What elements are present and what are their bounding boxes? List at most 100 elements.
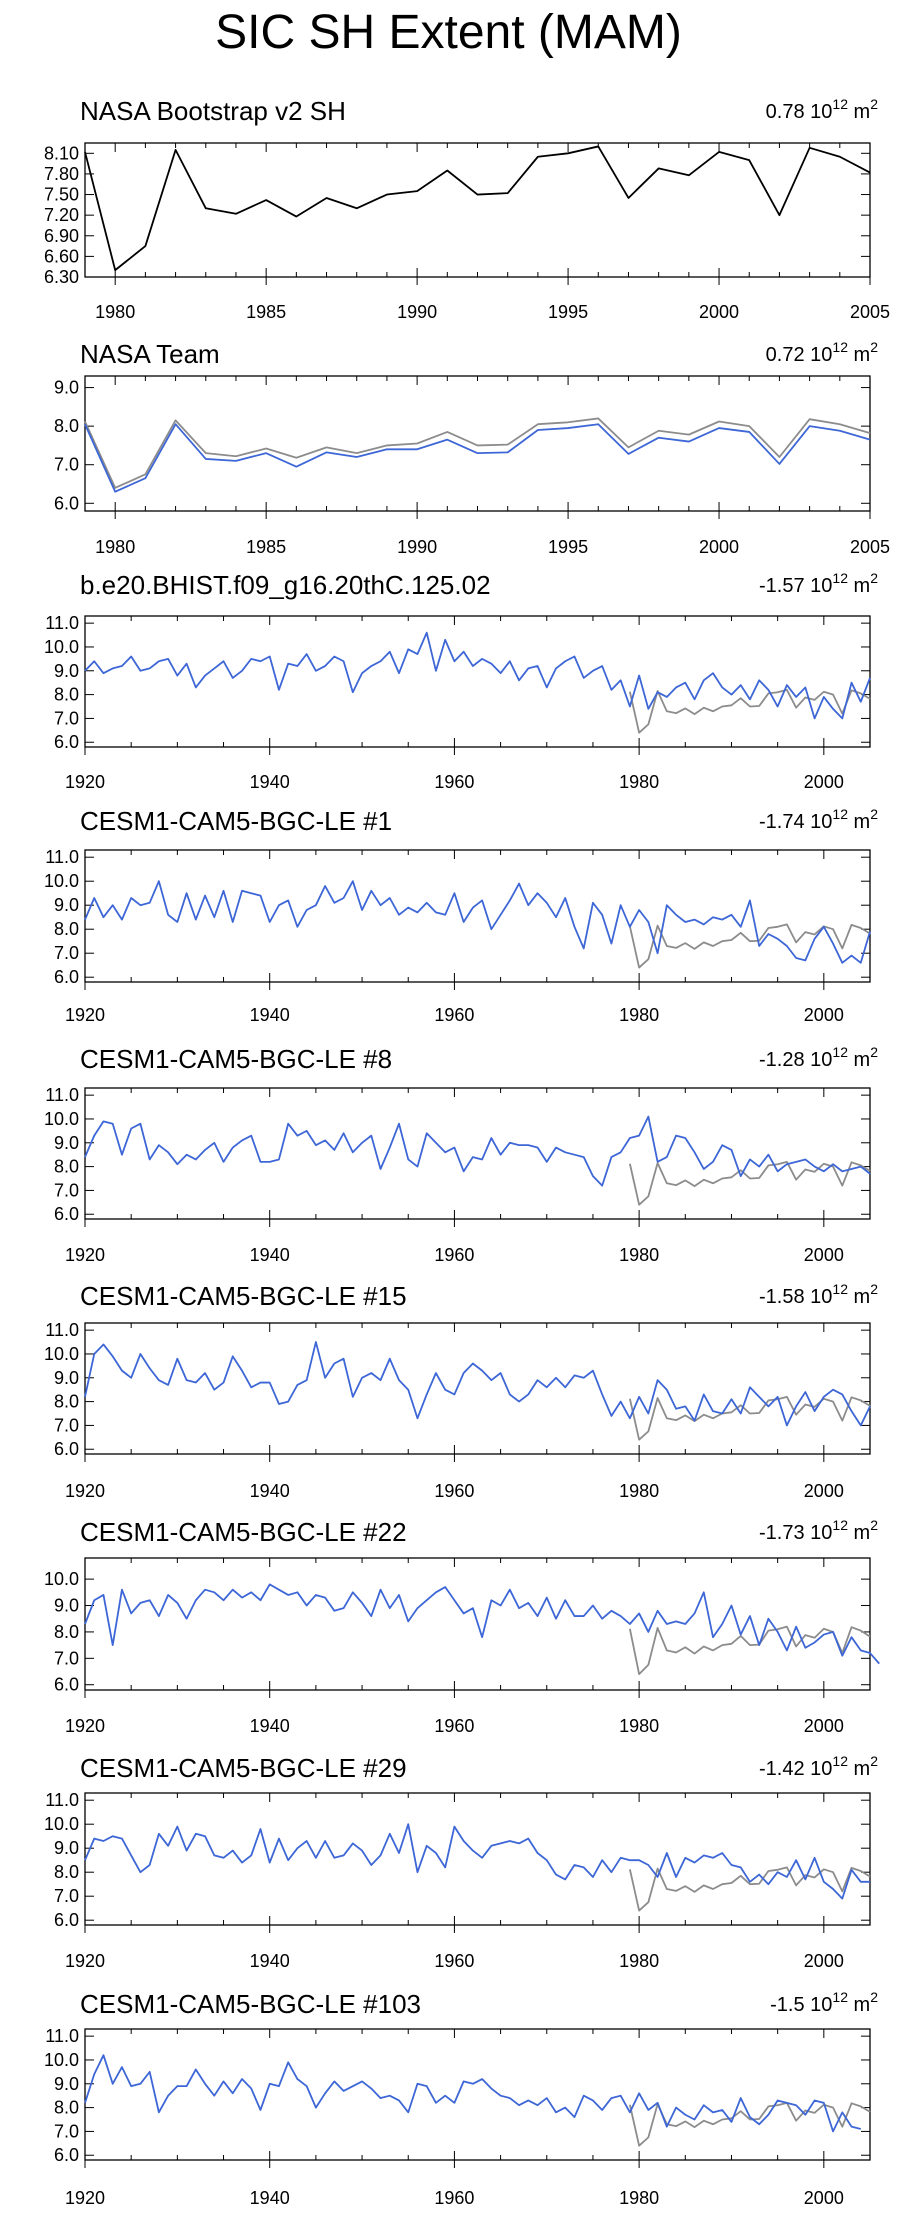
y-tick-label: 8.0 (54, 685, 79, 705)
y-tick-label: 10.0 (44, 2050, 79, 2070)
plot-frame (84, 1322, 871, 1455)
x-tick-label: 1960 (434, 1716, 474, 1736)
panel-title: b.e20.BHIST.f09_g16.20thC.125.02 (80, 570, 491, 600)
x-tick-label: 2000 (804, 1481, 844, 1501)
y-tick-label: 9.0 (54, 895, 79, 915)
chart-panel: CESM1-CAM5-BGC-LE #15 -1.58 1012 m2 11.0 10… (44, 1281, 878, 1501)
y-tick-label: 10.0 (44, 1109, 79, 1129)
trend-annotation: -1.28 1012 m2 (759, 1044, 878, 1071)
y-tick-label: 8.0 (54, 416, 79, 436)
x-tick-label: 1940 (250, 2188, 290, 2208)
trend-value: 0.72 (766, 344, 810, 366)
trend-exponent: 12 (832, 1753, 848, 1769)
y-tick-label: 6.90 (44, 226, 79, 246)
x-tick-label: 2005 (850, 302, 890, 322)
series-line (629, 1395, 871, 1441)
trend-unit-exponent: 2 (870, 339, 878, 355)
trend-unit-exponent: 2 (870, 1753, 878, 1769)
x-tick-label: 2000 (804, 1716, 844, 1736)
trend-base: 10 (810, 1286, 832, 1308)
panel-title: CESM1-CAM5-BGC-LE #1 (80, 806, 392, 836)
y-tick-label: 6.60 (44, 246, 79, 266)
y-tick-label: 8.0 (54, 1157, 79, 1177)
trend-annotation: -1.5 1012 m2 (770, 1989, 878, 2016)
trend-value: -1.5 (770, 1994, 810, 2016)
y-tick-label: 8.0 (54, 1862, 79, 1882)
x-tick-label: 1960 (434, 2188, 474, 2208)
series-line (84, 1583, 880, 1665)
y-tick-label: 9.0 (54, 1368, 79, 1388)
y-tick-label: 7.80 (44, 164, 79, 184)
y-tick-label: 10.0 (44, 637, 79, 657)
y-tick-label: 10.0 (44, 871, 79, 891)
y-tick-label: 7.0 (54, 1886, 79, 1906)
series-line (84, 417, 871, 489)
y-tick-label: 6.0 (54, 1439, 79, 1459)
trend-base: 10 (810, 1049, 832, 1071)
x-tick-label: 1920 (65, 1951, 105, 1971)
trend-unit: m (848, 1994, 870, 2016)
y-tick-label: 6.0 (54, 493, 79, 513)
y-tick-label: 6.0 (54, 967, 79, 987)
trend-value: -1.28 (759, 1049, 810, 1071)
trend-unit-exponent: 2 (870, 1989, 878, 2005)
x-tick-label: 1960 (434, 1005, 474, 1025)
trend-value: -1.58 (759, 1286, 810, 1308)
chart-panel: b.e20.BHIST.f09_g16.20thC.125.02 -1.57 10… (44, 570, 878, 792)
series-line (629, 2101, 871, 2147)
trend-unit-exponent: 2 (870, 806, 878, 822)
y-tick-label: 8.10 (44, 143, 79, 163)
x-tick-label: 1995 (548, 302, 588, 322)
trend-unit-exponent: 2 (870, 1044, 878, 1060)
x-tick-label: 2005 (850, 537, 890, 557)
y-tick-label: 7.0 (54, 943, 79, 963)
x-tick-label: 1985 (246, 302, 286, 322)
trend-unit-exponent: 2 (870, 1281, 878, 1297)
trend-base: 10 (810, 344, 832, 366)
panel-title: CESM1-CAM5-BGC-LE #8 (80, 1044, 392, 1074)
trend-unit-exponent: 2 (870, 96, 878, 112)
series-line (629, 1160, 871, 1206)
series-line (629, 688, 871, 734)
x-tick-label: 1980 (95, 537, 135, 557)
series-line (84, 1823, 870, 1900)
trend-exponent: 12 (832, 339, 848, 355)
trend-exponent: 12 (832, 806, 848, 822)
y-tick-label: 9.0 (54, 1838, 79, 1858)
x-tick-label: 1980 (619, 2188, 659, 2208)
trend-unit: m (848, 344, 870, 366)
y-tick-label: 7.20 (44, 205, 79, 225)
trend-annotation: -1.74 1012 m2 (759, 806, 878, 833)
series-line (84, 1341, 871, 1427)
y-tick-label: 6.0 (54, 732, 79, 752)
chart-panel: CESM1-CAM5-BGC-LE #29 -1.42 1012 m2 11.0 10… (44, 1753, 878, 1971)
series-line (84, 880, 871, 964)
trend-value: -1.42 (759, 1758, 810, 1780)
y-tick-label: 9.0 (54, 1596, 79, 1616)
x-tick-label: 1980 (619, 1245, 659, 1265)
y-tick-label: 7.0 (54, 1648, 79, 1668)
x-tick-label: 1980 (619, 772, 659, 792)
x-tick-label: 1920 (65, 1716, 105, 1736)
x-tick-label: 1940 (250, 1951, 290, 1971)
chart-panel: CESM1-CAM5-BGC-LE #8 -1.28 1012 m2 11.0 10.… (44, 1044, 878, 1265)
x-tick-label: 2000 (804, 1951, 844, 1971)
y-tick-label: 7.0 (54, 2121, 79, 2141)
trend-base: 10 (810, 811, 832, 833)
trend-value: -1.57 (759, 575, 810, 597)
trend-base: 10 (810, 101, 832, 123)
x-tick-label: 2000 (804, 1245, 844, 1265)
y-tick-label: 11.0 (45, 1790, 79, 1810)
x-tick-label: 1960 (434, 1245, 474, 1265)
panel-title: CESM1-CAM5-BGC-LE #22 (80, 1517, 407, 1547)
y-tick-label: 6.30 (44, 267, 79, 287)
x-tick-label: 1940 (250, 1481, 290, 1501)
trend-value: -1.74 (759, 811, 810, 833)
series-line (629, 923, 871, 969)
series-line (84, 423, 871, 493)
x-tick-label: 2000 (804, 2188, 844, 2208)
x-tick-label: 1980 (619, 1951, 659, 1971)
plot-frame (84, 849, 871, 983)
y-tick-label: 8.0 (54, 919, 79, 939)
x-tick-label: 1960 (434, 1951, 474, 1971)
